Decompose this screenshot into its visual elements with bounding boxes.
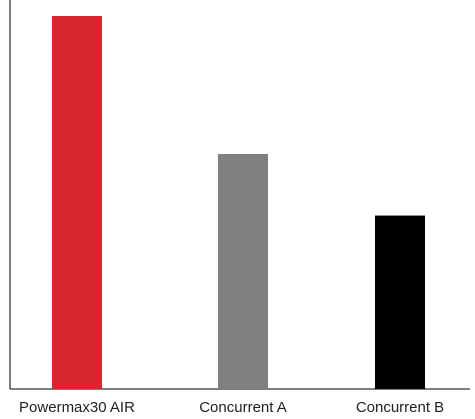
x-tick-label: Powermax30 AIR bbox=[19, 399, 135, 416]
bar-powermax30-air bbox=[52, 16, 102, 389]
x-tick-labels: Powermax30 AIR Concurrent A Concurrent B bbox=[19, 399, 444, 416]
bar-concurrent-b bbox=[375, 215, 425, 389]
bars-group bbox=[52, 16, 425, 389]
x-tick-label: Concurrent A bbox=[199, 399, 287, 416]
x-tick-label: Concurrent B bbox=[356, 399, 444, 416]
bar-concurrent-a bbox=[218, 154, 268, 389]
